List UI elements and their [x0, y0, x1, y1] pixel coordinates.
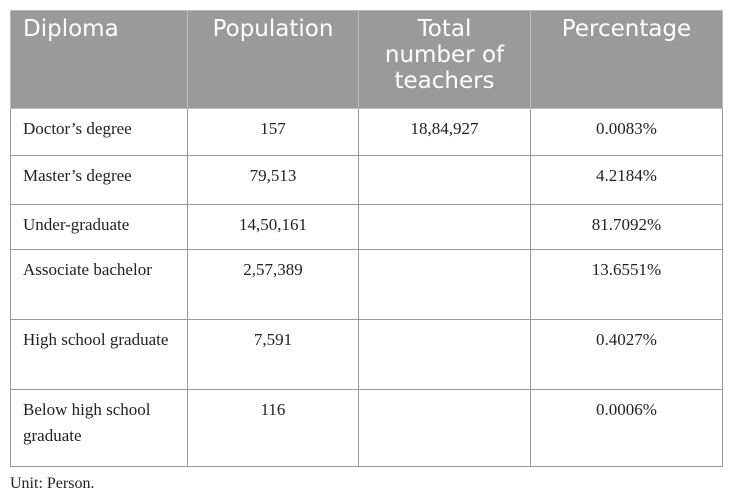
table-row: Doctor’s degree 157 18,84,927 0.0083% [10, 108, 723, 156]
empty-cell [358, 155, 531, 205]
table-row: Master’s degree 79,513 4.2184% [10, 155, 723, 205]
diploma-cell: Under-graduate [10, 204, 188, 250]
table-row: Under-graduate 14,50,161 81.7092% [10, 204, 723, 250]
header-cell: Percentage [530, 10, 723, 109]
population-cell: 157 [187, 108, 359, 156]
percentage-cell: 13.6551% [530, 249, 723, 320]
diploma-cell: Doctor’s degree [10, 108, 188, 156]
empty-cell [358, 204, 531, 250]
diploma-cell: Master’s degree [10, 155, 188, 205]
diploma-cell: High school graduate [10, 319, 188, 390]
percentage-cell: 81.7092% [530, 204, 723, 250]
population-cell: 7,591 [187, 319, 359, 390]
diploma-cell: Below high school graduate [10, 389, 188, 467]
table-row: Below high school graduate 116 0.0006% [10, 389, 723, 467]
table-row: High school graduate 7,591 0.4027% [10, 319, 723, 390]
population-cell: 116 [187, 389, 359, 467]
population-cell: 2,57,389 [187, 249, 359, 320]
percentage-cell: 0.0006% [530, 389, 723, 467]
percentage-cell: 4.2184% [530, 155, 723, 205]
total-teachers-cell: 18,84,927 [358, 108, 531, 156]
header-cell: Total number of teachers [358, 10, 531, 109]
diploma-cell: Associate bachelor [10, 249, 188, 320]
data-table: Diploma Population Total number of teacher… [10, 10, 723, 467]
empty-cell [358, 389, 531, 467]
percentage-cell: 0.0083% [530, 108, 723, 156]
header-row: Diploma Population Total number of teacher… [10, 10, 723, 109]
percentage-cell: 0.4027% [530, 319, 723, 390]
population-cell: 14,50,161 [187, 204, 359, 250]
header-cell: Population [187, 10, 359, 109]
header-cell: Diploma [10, 10, 188, 109]
table-note: Unit: Person. [10, 475, 95, 492]
table-body: Doctor’s degree 157 18,84,927 0.0083% Master… [10, 108, 723, 467]
table-row: Associate bachelor 2,57,389 13.6551% [10, 249, 723, 320]
population-cell: 79,513 [187, 155, 359, 205]
empty-cell [358, 249, 531, 320]
empty-cell [358, 319, 531, 390]
